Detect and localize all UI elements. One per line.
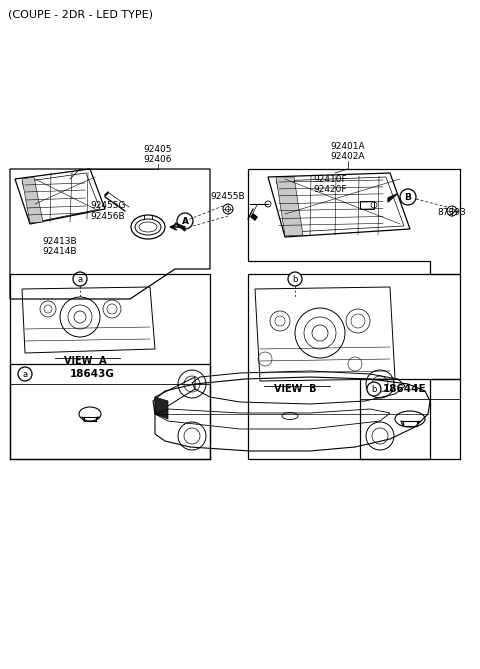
Circle shape — [73, 272, 87, 286]
Text: a: a — [77, 274, 83, 284]
Polygon shape — [175, 223, 185, 231]
Text: 18643G: 18643G — [70, 369, 115, 379]
Circle shape — [400, 189, 416, 205]
Text: 18644E: 18644E — [383, 384, 427, 394]
Circle shape — [288, 272, 302, 286]
Text: 92455B: 92455B — [211, 192, 245, 201]
Polygon shape — [155, 397, 168, 419]
Circle shape — [177, 213, 193, 229]
Polygon shape — [276, 177, 303, 236]
Text: 92413B
92414B: 92413B 92414B — [43, 237, 77, 256]
Text: b: b — [372, 385, 377, 393]
Polygon shape — [104, 191, 109, 197]
Text: 92401A
92402A: 92401A 92402A — [331, 142, 365, 161]
Text: 92405
92406: 92405 92406 — [144, 145, 172, 164]
Circle shape — [367, 382, 381, 396]
Text: 87393: 87393 — [438, 208, 467, 217]
Polygon shape — [22, 177, 43, 223]
Polygon shape — [250, 213, 258, 221]
Polygon shape — [388, 194, 397, 202]
Text: a: a — [23, 369, 27, 379]
Text: A: A — [181, 217, 189, 225]
Text: VIEW  B: VIEW B — [274, 384, 316, 394]
Text: 92410F
92420F: 92410F 92420F — [313, 175, 347, 194]
Circle shape — [18, 367, 32, 381]
Text: B: B — [405, 193, 411, 201]
Text: (COUPE - 2DR - LED TYPE): (COUPE - 2DR - LED TYPE) — [8, 9, 153, 19]
Text: 92455G
92456B: 92455G 92456B — [90, 201, 126, 221]
Text: b: b — [292, 274, 298, 284]
Text: VIEW  A: VIEW A — [64, 356, 106, 366]
